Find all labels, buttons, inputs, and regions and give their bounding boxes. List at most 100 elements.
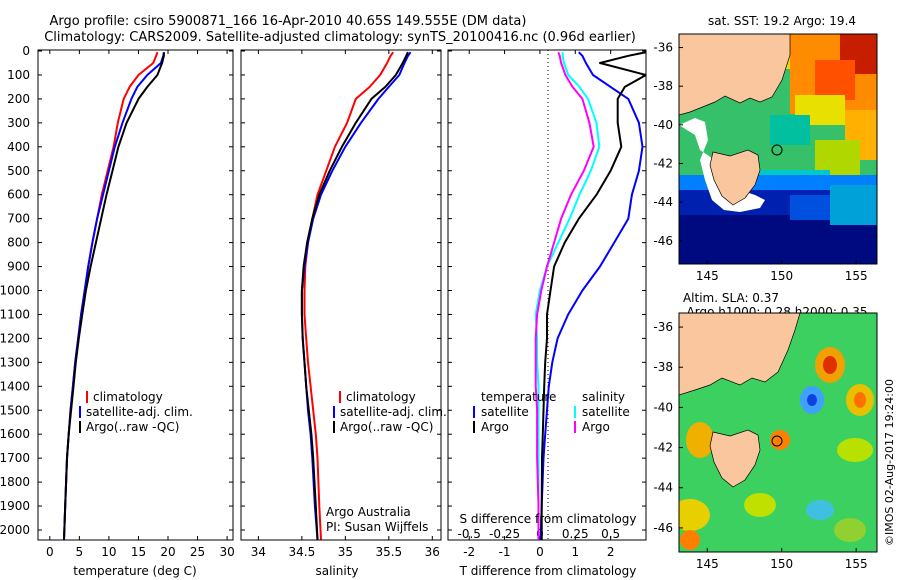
legend-label-satellite: satellite-adj. clim. — [86, 405, 193, 419]
depth-tick-label: 300 — [7, 116, 30, 130]
series-temperature-satellite — [539, 51, 644, 540]
depth-tick-label: 700 — [7, 212, 30, 226]
map-lat-label: -44 — [653, 481, 673, 495]
x-tick-label: 0 — [536, 545, 544, 559]
legend-title-temperature: temperature — [481, 390, 556, 404]
salinity-series — [300, 51, 412, 540]
series-salinity-satellite — [534, 52, 601, 540]
temperature-legend: climatology satellite-adj. clim. Argo(..… — [79, 390, 193, 434]
header-line-1: Argo profile: csiro 5900871_166 16-Apr-2… — [50, 14, 527, 29]
x-tick-label: 2 — [607, 545, 615, 559]
temperature-x-axis: 0 5 10 15 20 25 30 — [46, 50, 235, 559]
sla-map-axes: -36 -38 -40 -42 -44 -46 145 150 155 — [653, 320, 867, 571]
map-lat-label: -38 — [653, 360, 673, 374]
temperature-panel — [37, 49, 234, 541]
depth-tick-label: 800 — [7, 236, 30, 250]
x-tick-label: 25 — [190, 545, 205, 559]
salinity-x-label: salinity — [315, 564, 358, 578]
x-tick-label: 35.5 — [375, 545, 402, 559]
x-tick-label: 10 — [101, 545, 116, 559]
sla-map-title-1: Altim. SLA: 0.37 — [683, 291, 779, 305]
map-lat-label: -42 — [653, 156, 673, 170]
t-difference-x-label: T difference from climatology — [459, 564, 637, 578]
depth-tick-label: 1700 — [0, 451, 30, 465]
map-lat-label: -36 — [653, 41, 673, 55]
imos-timestamp: ©IMOS 02-Aug-2017 19:24:00 — [883, 379, 896, 546]
x-tick-label: 5 — [76, 545, 84, 559]
sst-map-title: sat. SST: 19.2 Argo: 19.4 — [708, 14, 856, 28]
credit-argo-australia: Argo Australia — [326, 505, 411, 519]
legend-label-temp-satellite: satellite — [481, 405, 529, 419]
depth-tick-label: 500 — [7, 164, 30, 178]
sst-map-axes: -36 -38 -40 -42 -44 -46 145 150 155 — [653, 41, 867, 283]
series-salinity-argo — [534, 51, 595, 540]
depth-tick-label: 400 — [7, 140, 30, 154]
map-lat-label: -44 — [653, 195, 673, 209]
series-argo-raw-qc- — [300, 51, 409, 540]
temperature-x-label: temperature (deg C) — [73, 564, 196, 578]
depth-tick-label: 600 — [7, 188, 30, 202]
temperature-series — [63, 51, 165, 540]
legend-label-satellite: satellite-adj. clim. — [340, 405, 447, 419]
map-lat-label: -46 — [653, 521, 673, 535]
depth-axis: 0 100 200 300 400 500 600 700 800 900 1000 1100 1200… — [0, 44, 646, 537]
x-tick-label: -1 — [499, 545, 511, 559]
depth-tick-label: 900 — [7, 260, 30, 274]
depth-tick-label: 1600 — [0, 427, 30, 441]
depth-tick-label: 1300 — [0, 355, 30, 369]
x-tick-label: 34.5 — [289, 545, 316, 559]
s-difference-x-label: S difference from climatology — [460, 512, 637, 526]
x-tick-label: -2 — [463, 545, 475, 559]
argo-position-marker — [771, 144, 783, 156]
depth-tick-label: 1800 — [0, 475, 30, 489]
argo-position-marker-sla — [771, 435, 783, 447]
x-tick-label: 20 — [160, 545, 175, 559]
series-temperature-argo — [540, 51, 646, 540]
series-argo-raw-qc- — [63, 52, 165, 540]
map-lat-label: -38 — [653, 79, 673, 93]
sla-map-frame — [678, 312, 878, 553]
map-lon-label: 155 — [845, 557, 868, 571]
salinity-panel — [240, 49, 442, 541]
header-line-2: Climatology: CARS2009. Satellite-adjuste… — [44, 30, 636, 45]
map-lon-label: 150 — [770, 269, 793, 283]
s-tick-label: 0.25 — [562, 527, 589, 541]
depth-tick-label: 1500 — [0, 403, 30, 417]
s-tick-label: 0.5 — [601, 527, 620, 541]
depth-tick-label: 1200 — [0, 331, 30, 345]
legend-label-temp-argo: Argo — [481, 420, 509, 434]
s-tick-label: -0.25 — [489, 527, 520, 541]
map-lon-label: 155 — [845, 269, 868, 283]
legend-label-argo: Argo(..raw -QC) — [340, 420, 433, 434]
legend-label-argo: Argo(..raw -QC) — [86, 420, 179, 434]
legend-label-sal-satellite: satellite — [582, 405, 630, 419]
map-lat-label: -42 — [653, 441, 673, 455]
x-tick-label: 36 — [425, 545, 440, 559]
sst-map-frame — [678, 33, 878, 265]
salinity-legend: climatology satellite-adj. clim. Argo(..… — [333, 390, 447, 434]
depth-tick-label: 2000 — [0, 523, 30, 537]
depth-tick-label: 1100 — [0, 307, 30, 321]
x-tick-label: 35 — [338, 545, 353, 559]
depth-tick-label: 1000 — [0, 284, 30, 298]
depth-tick-label: 1400 — [0, 379, 30, 393]
credit-pi: PI: Susan Wijffels — [326, 520, 428, 534]
s-tick-label: -0.5 — [458, 527, 481, 541]
depth-tick-label: 100 — [7, 68, 30, 82]
depth-tick-label: 0 — [22, 44, 30, 58]
map-lat-label: -46 — [653, 234, 673, 248]
map-lon-label: 150 — [770, 557, 793, 571]
x-tick-label: 1 — [571, 545, 579, 559]
depth-tick-label: 200 — [7, 92, 30, 106]
salinity-x-axis: 34 34.5 35 35.5 36 — [251, 50, 440, 559]
map-lat-label: -36 — [653, 320, 673, 334]
difference-series — [534, 51, 646, 540]
difference-legend: temperature satellite Argo salinity sate… — [473, 390, 630, 434]
x-tick-label: 0 — [46, 545, 54, 559]
difference-panel — [447, 49, 647, 541]
sst-map — [679, 34, 877, 264]
difference-x-axis: -2 -1 0 1 2-0.5 -0.25 0 0.25 0.5 — [458, 50, 620, 559]
legend-title-salinity: salinity — [582, 390, 625, 404]
legend-label-climatology: climatology — [346, 390, 416, 404]
